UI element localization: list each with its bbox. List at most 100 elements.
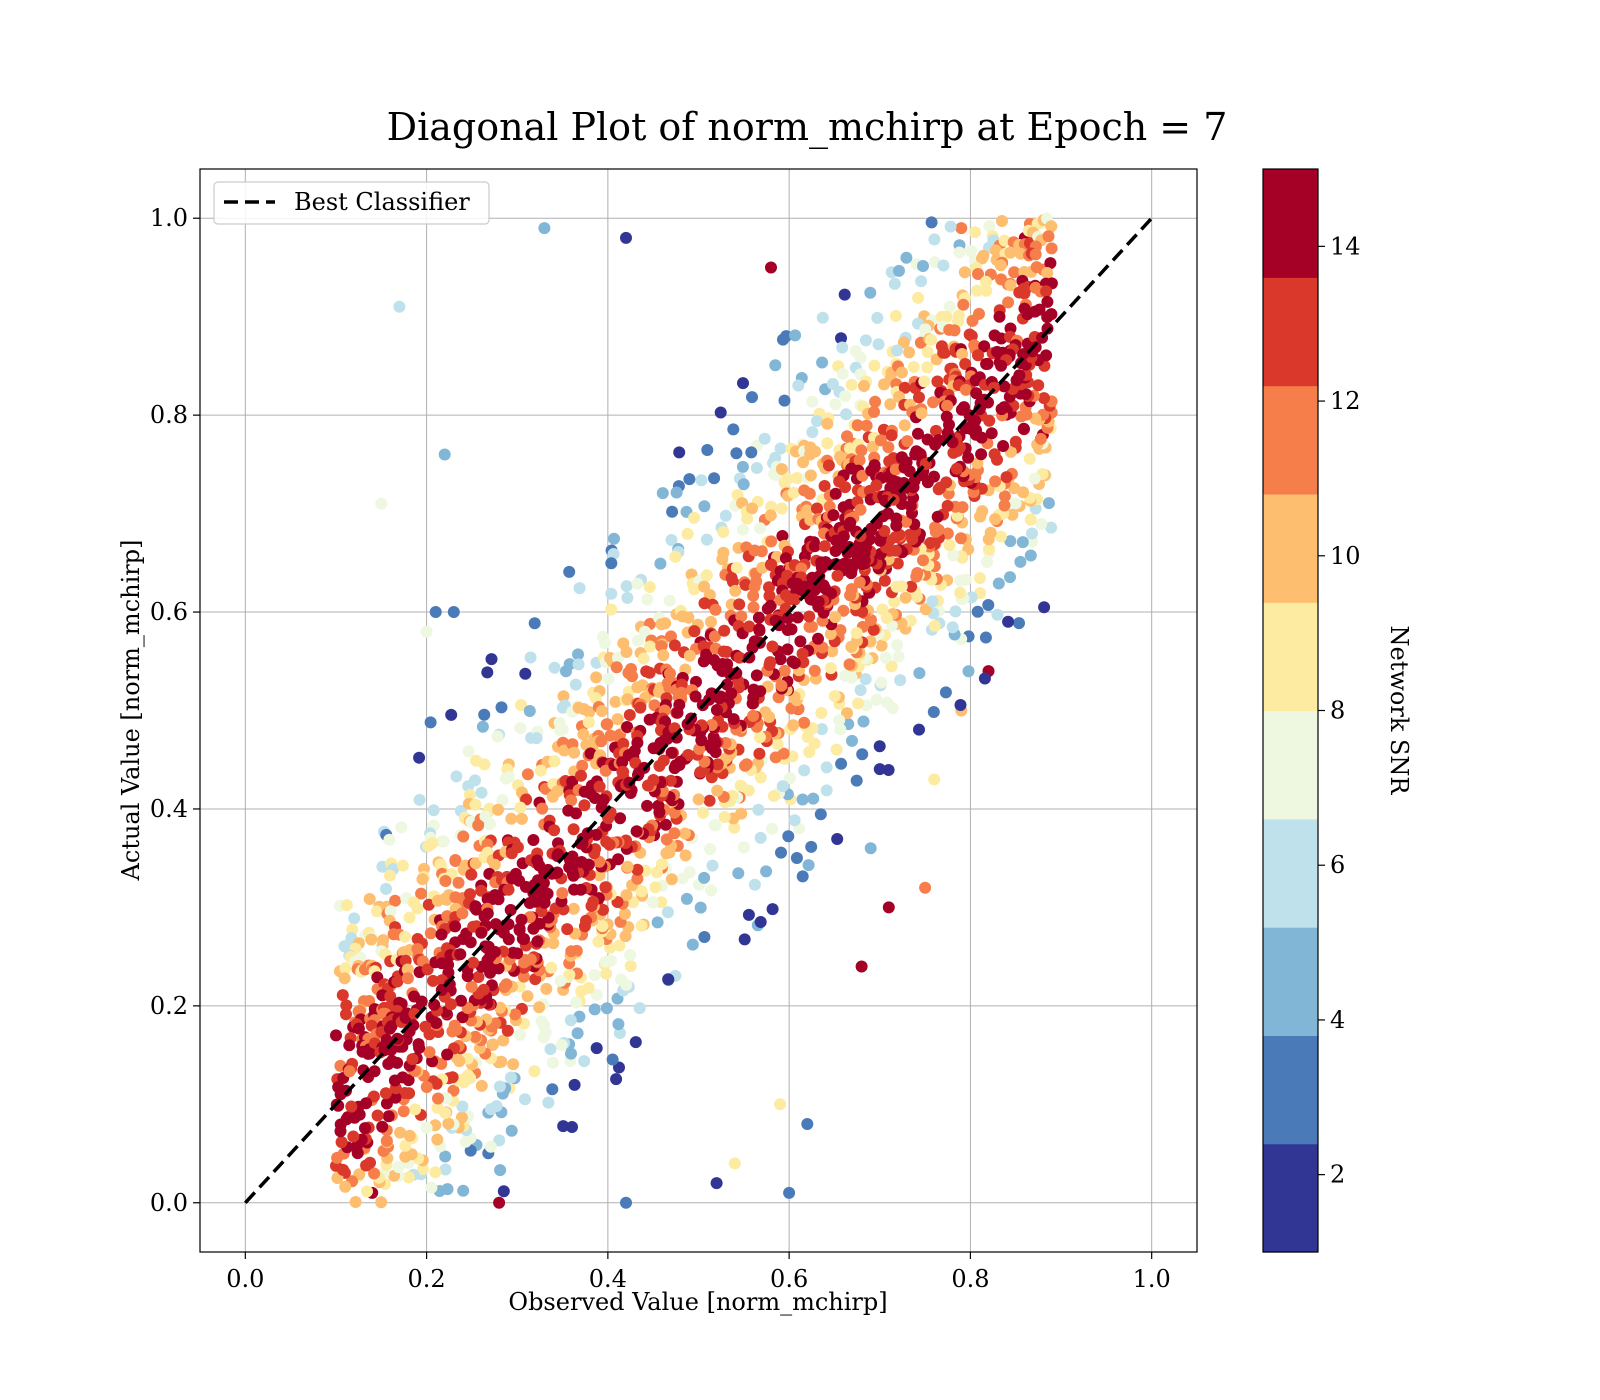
scatter-point (492, 803, 505, 816)
scatter-point (463, 788, 476, 801)
scatter-point (918, 375, 931, 388)
scatter-point (673, 446, 686, 459)
scatter-point (679, 827, 691, 840)
scatter-point (396, 859, 409, 872)
colorbar-bin (1263, 277, 1318, 387)
scatter-point (624, 960, 637, 972)
scatter-point (979, 631, 992, 644)
scatter-point (882, 441, 895, 454)
scatter-point (652, 799, 665, 812)
scatter-point (718, 811, 731, 823)
scatter-point (856, 469, 869, 482)
scatter-point (680, 892, 693, 905)
scatter-point (826, 645, 839, 658)
scatter-point (763, 589, 776, 602)
scatter-point (571, 1027, 584, 1040)
scatter-point (590, 988, 603, 1001)
scatter-point (442, 1117, 455, 1130)
scatter-point (783, 1186, 796, 1199)
scatter-point (822, 459, 835, 472)
scatter-point (600, 1002, 613, 1015)
legend[interactable]: Best Classifier (213, 181, 490, 225)
scatter-point (717, 526, 730, 538)
scatter-point (737, 478, 750, 491)
scatter-point (620, 889, 633, 902)
scatter-point (995, 403, 1008, 416)
y-tick-label: 0.2 (150, 992, 188, 1020)
scatter-point (808, 540, 821, 553)
scatter-point (488, 858, 501, 871)
scatter-point (568, 1078, 581, 1091)
scatter-point (505, 1124, 518, 1137)
scatter-point (449, 855, 462, 867)
scatter-point (710, 1177, 723, 1190)
scatter-point (391, 975, 404, 988)
scatter-point (484, 818, 496, 831)
scatter-point (619, 930, 632, 943)
scatter-point (835, 332, 847, 345)
scatter-point (888, 596, 901, 608)
scatter-point (1009, 497, 1022, 510)
scatter-point (764, 509, 777, 522)
scatter-point (1041, 267, 1054, 279)
scatter-point (1004, 535, 1017, 548)
scatter-point (382, 1058, 395, 1070)
scatter-point (711, 784, 724, 797)
scatter-point (913, 667, 926, 680)
scatter-point (575, 856, 588, 868)
scatter-point (501, 1024, 514, 1037)
scatter-point (911, 567, 924, 579)
scatter-point (831, 569, 844, 582)
scatter-point (609, 695, 622, 708)
scatter-point (858, 380, 870, 392)
scatter-point (1029, 412, 1042, 425)
scatter-point (890, 580, 903, 593)
scatter-point (803, 620, 816, 633)
scatter-point (897, 336, 910, 349)
scatter-point (978, 340, 991, 353)
scatter-point (484, 1103, 497, 1116)
scatter-point (420, 1081, 433, 1093)
scatter-point (457, 1184, 470, 1197)
scatter-point (752, 803, 765, 816)
scatter-point (570, 996, 583, 1009)
scatter-point (607, 548, 620, 560)
scatter-point (478, 758, 491, 771)
x-axis: 0.0 0.2 0.4 0.6 0.8 1.0 (226, 1252, 1171, 1293)
scatter-point (448, 1019, 461, 1032)
scatter-point (505, 1071, 517, 1084)
scatter-point (557, 1120, 570, 1133)
colorbar-bin (1263, 602, 1318, 712)
scatter-point (671, 706, 684, 719)
scatter-point (438, 448, 451, 461)
scatter-point (464, 888, 476, 901)
scatter-point (710, 704, 723, 716)
scatter-point (708, 472, 721, 485)
scatter-point (590, 1042, 603, 1055)
scatter-point (928, 619, 941, 632)
scatter-point (534, 764, 547, 777)
scatter-point (376, 1120, 389, 1133)
scatter-point (929, 521, 942, 534)
legend-label: Best Classifier (294, 188, 470, 216)
scatter-point (554, 974, 567, 987)
scatter-point (854, 351, 867, 364)
scatter-point (600, 967, 613, 980)
scatter-point (515, 812, 528, 825)
scatter-point (903, 465, 916, 478)
scatter-point (959, 358, 972, 370)
scatter-point (853, 576, 866, 589)
scatter-point (664, 667, 676, 680)
scatter-point (507, 1058, 520, 1071)
y-tick-label: 0.6 (150, 598, 188, 626)
scatter-point (521, 990, 534, 1003)
scatter-point (864, 286, 877, 299)
scatter-point (733, 598, 746, 611)
scatter-point (505, 812, 518, 825)
scatter-point (495, 701, 508, 714)
scatter-point (435, 928, 448, 941)
scatter-point (759, 706, 772, 719)
scatter-point (659, 617, 672, 630)
scatter-point (564, 1014, 577, 1027)
scatter-point (393, 300, 406, 313)
